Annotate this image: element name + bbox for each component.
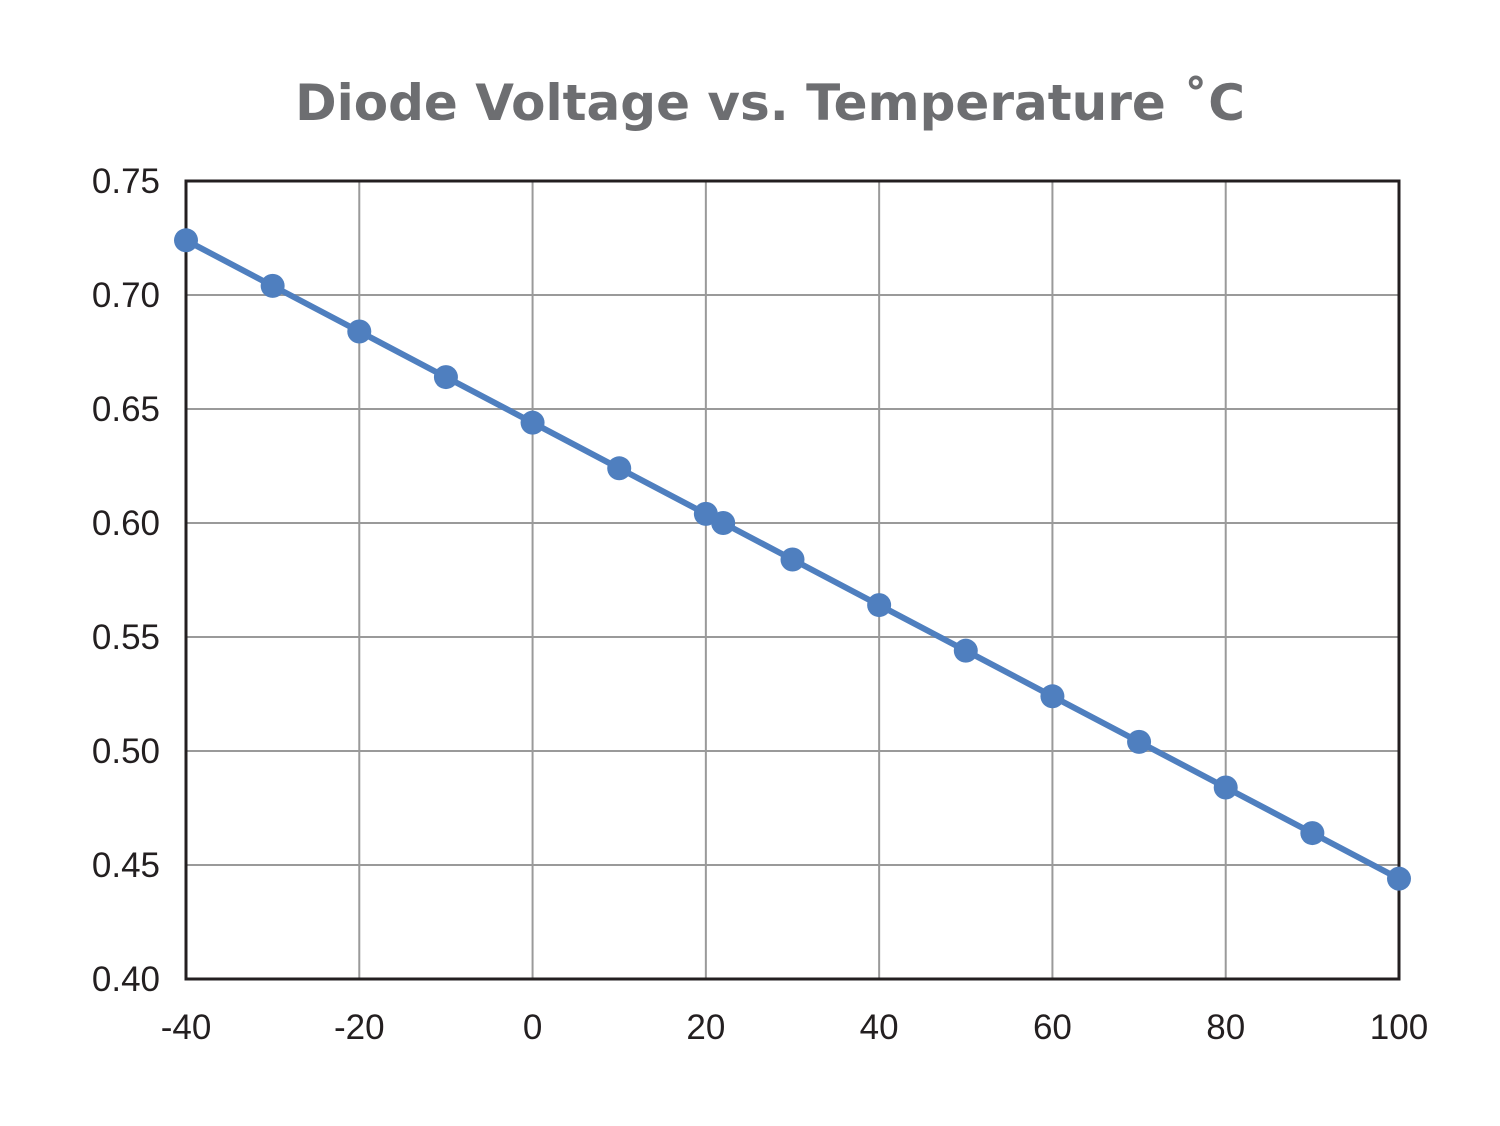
- data-point: [607, 456, 632, 481]
- data-point: [1213, 775, 1238, 800]
- x-tick-label: 20: [686, 1008, 725, 1047]
- y-tick-label: 0.75: [92, 162, 160, 201]
- data-point: [1387, 866, 1411, 891]
- data-point: [433, 365, 458, 390]
- data-point: [260, 273, 285, 298]
- y-tick-label: 0.55: [92, 618, 160, 657]
- y-tick-label: 0.65: [92, 390, 160, 429]
- x-tick-label: 100: [1370, 1008, 1428, 1047]
- data-point: [347, 319, 372, 344]
- y-tick-label: 0.45: [92, 846, 160, 885]
- x-tick-label: 40: [860, 1008, 899, 1047]
- y-tick-label: 0.60: [92, 504, 160, 543]
- plot-frame: [184, 179, 1401, 981]
- x-axis-ticks: -40 -20 0 20 40 60 80 100: [161, 1008, 1429, 1047]
- grid: [185, 180, 1400, 980]
- data-point: [1127, 729, 1152, 754]
- y-tick-label: 0.70: [92, 276, 160, 315]
- series-layer: [174, 228, 1411, 891]
- x-tick-label: -20: [334, 1008, 385, 1047]
- data-point: [1300, 821, 1325, 846]
- data-point: [711, 511, 736, 535]
- y-tick-label: 0.50: [92, 732, 160, 771]
- data-point: [520, 410, 545, 435]
- data-point: [174, 228, 198, 253]
- series-line: [184, 237, 1401, 882]
- y-tick-label: 0.40: [92, 960, 160, 999]
- data-point: [780, 547, 805, 572]
- x-tick-label: 80: [1206, 1008, 1245, 1047]
- chart-title: Diode Voltage vs. Temperature ˚C: [295, 74, 1245, 132]
- x-tick-label: 0: [523, 1008, 542, 1047]
- data-point: [1040, 684, 1065, 709]
- data-point: [867, 593, 892, 618]
- x-tick-label: 60: [1033, 1008, 1072, 1047]
- data-point: [953, 638, 978, 663]
- y-axis-ticks: 0.75 0.70 0.65 0.60 0.55 0.50 0.45 0.40: [92, 162, 160, 999]
- x-tick-label: -40: [161, 1008, 212, 1047]
